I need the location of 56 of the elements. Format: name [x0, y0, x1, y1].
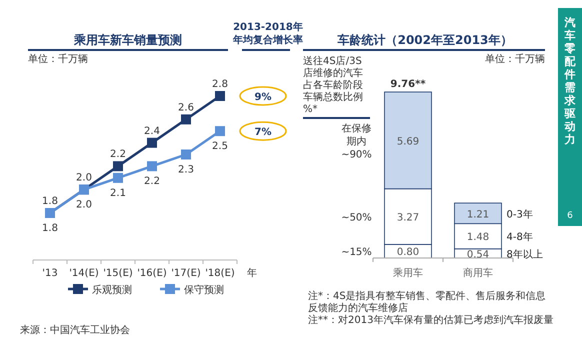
x-tick-label: '18(E) — [205, 268, 235, 279]
data-label: 2.2 — [144, 176, 160, 188]
text: 送往4S店/3S店维修的汽车占各车龄阶段车辆总数比例%* — [303, 55, 363, 115]
text: 6 — [567, 211, 574, 221]
data-label: 3.27 — [396, 212, 420, 224]
x-tick-label: 乘用车 — [393, 267, 423, 279]
text: 注*：4S是指具有整车销售、零配件、售后服务和信息反馈能力的汽车维修店 — [308, 290, 546, 314]
chart-title: 乘用车新车销量预测 — [73, 33, 182, 47]
data-label: 1.8 — [42, 196, 58, 207]
point — [215, 126, 225, 136]
legend-label: 保守预测 — [184, 284, 224, 296]
point — [113, 161, 123, 172]
chart-title: 车龄统计（2002年至2013年） — [336, 33, 512, 47]
legend-label: 乐观预测 — [92, 284, 132, 296]
series-label: 4-8年 — [506, 231, 533, 244]
data-label: 0.54 — [466, 249, 490, 260]
point — [113, 172, 123, 183]
data-label: 1.21 — [466, 209, 490, 220]
point — [181, 114, 191, 124]
data-label: 2.5 — [212, 141, 228, 152]
x-tick-label: 商用车 — [463, 267, 493, 279]
data-label: 2.6 — [178, 102, 194, 114]
data-label: 2.0 — [76, 172, 92, 184]
x-tick-label: '17(E) — [171, 268, 201, 279]
x-tick-label: '13 — [42, 268, 58, 279]
annotation: 7% — [239, 121, 287, 141]
point — [147, 161, 157, 172]
total-label: 9.76** — [390, 79, 426, 90]
x-axis-title: 年 — [247, 267, 257, 279]
data-label: 0.80 — [396, 247, 420, 258]
text: 注**：对2013年汽车保有量的估算已考虑到汽车报废量 — [308, 314, 554, 326]
text: 在保修期内~90% — [341, 122, 372, 160]
x-tick-label: '14(E) — [69, 268, 99, 279]
data-label: 1.48 — [466, 232, 490, 244]
data-label: 2.8 — [212, 79, 228, 90]
source-note: 来源：中国汽车工业协会 — [20, 324, 130, 336]
data-label: 2.3 — [178, 164, 194, 176]
data-label: 2.2 — [110, 149, 126, 160]
text: ~50% — [341, 212, 372, 224]
series-label: 0-3年 — [506, 208, 533, 220]
text: 单位：千万辆 — [28, 53, 88, 65]
data-label: 2.1 — [110, 188, 126, 199]
text: 2013-2018年年均复合增长率 — [232, 21, 303, 46]
data-label: 2.0 — [76, 200, 92, 211]
data-label: 2.4 — [144, 126, 160, 137]
text: ~15% — [341, 247, 372, 258]
x-tick-label: '15(E) — [103, 268, 133, 279]
series-label: 8年以上 — [506, 248, 543, 260]
annotation: 9% — [239, 86, 287, 106]
data-label: 1.8 — [42, 223, 58, 234]
text: 单位：千万辆 — [485, 53, 545, 65]
data-label: 5.69 — [396, 136, 420, 148]
x-tick-label: '16(E) — [137, 268, 167, 279]
point — [181, 150, 191, 160]
point — [215, 91, 225, 101]
point — [147, 138, 157, 148]
